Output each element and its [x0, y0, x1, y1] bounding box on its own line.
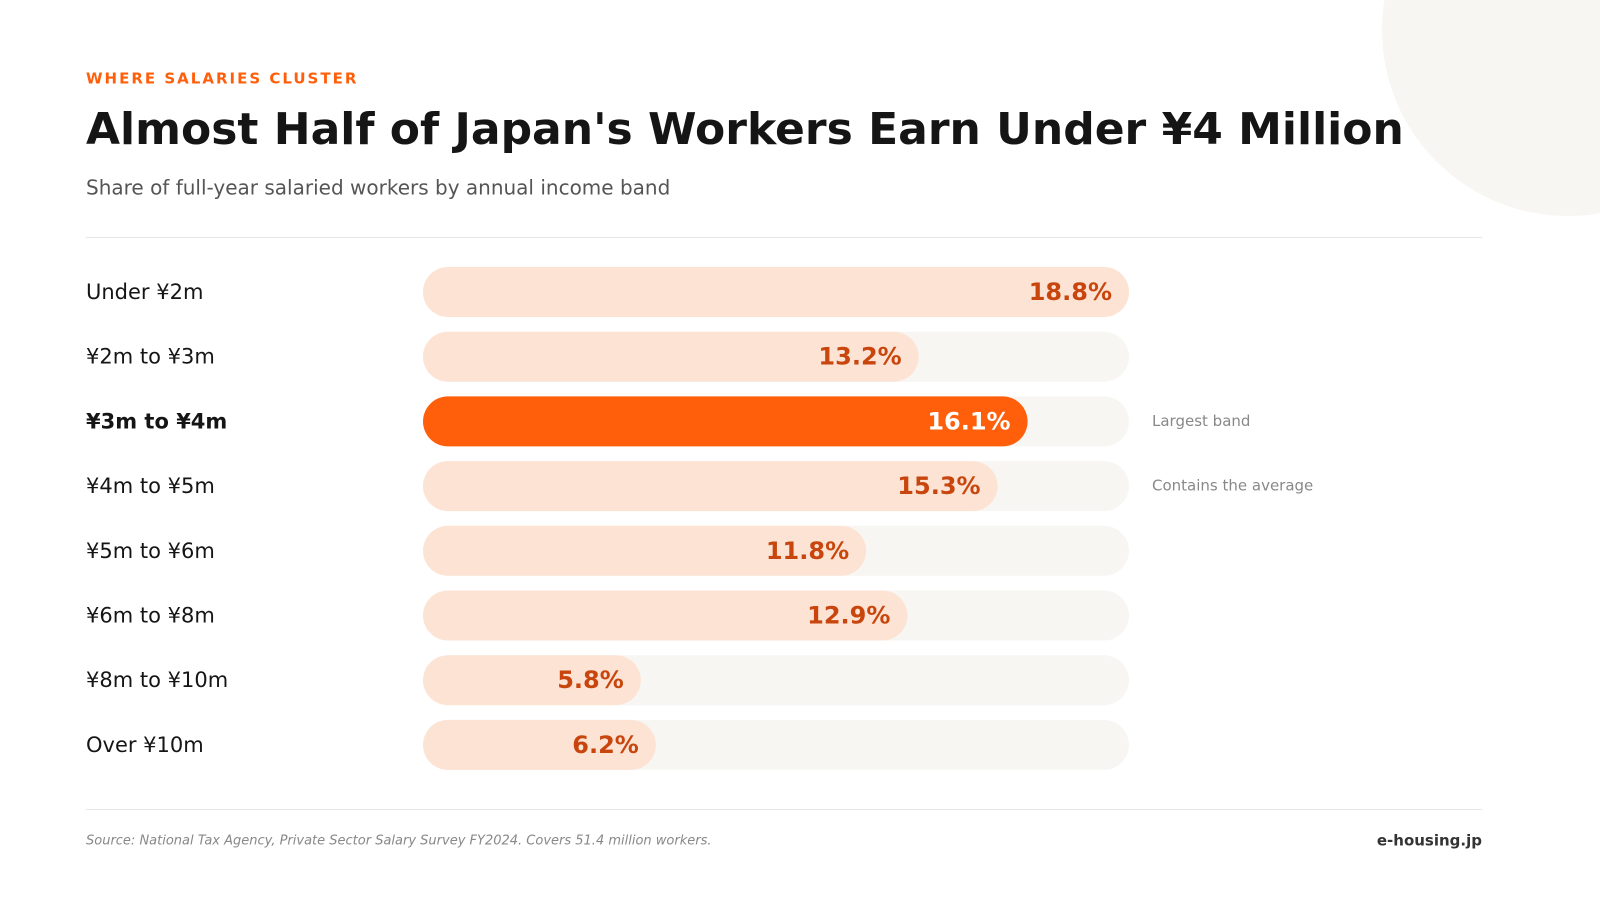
value-label: 6.2% — [572, 731, 639, 759]
bar — [423, 590, 908, 641]
value-label: 11.8% — [766, 537, 849, 565]
category-label: ¥3m to ¥4m — [86, 409, 227, 433]
value-label: 15.3% — [897, 472, 980, 500]
bar — [423, 396, 1028, 447]
kicker: WHERE SALARIES CLUSTER — [86, 70, 358, 88]
bar — [423, 655, 641, 706]
value-label: 18.8% — [1029, 278, 1112, 306]
category-label: Over ¥10m — [86, 733, 204, 757]
category-label: ¥5m to ¥6m — [86, 539, 215, 563]
category-label: Under ¥2m — [86, 280, 203, 304]
bar — [423, 461, 998, 512]
value-label: 5.8% — [557, 666, 624, 694]
category-label: ¥4m to ¥5m — [86, 474, 215, 498]
brand: e-housing.jp — [1377, 832, 1482, 850]
bar — [423, 267, 1129, 317]
annotation: Largest band — [1152, 412, 1250, 430]
category-label: ¥6m to ¥8m — [86, 604, 215, 628]
bar — [423, 525, 867, 576]
source: Source: National Tax Agency, Private Sec… — [86, 834, 712, 849]
subtitle: Share of full-year salaried workers by a… — [86, 176, 670, 200]
value-label: 16.1% — [927, 407, 1010, 435]
value-label: 12.9% — [807, 602, 890, 630]
category-label: ¥8m to ¥10m — [86, 668, 228, 692]
decor-circle — [1382, 0, 1600, 216]
annotation: Contains the average — [1152, 477, 1313, 495]
category-label: ¥2m to ¥3m — [86, 345, 215, 369]
chart-title: Almost Half of Japan's Workers Earn Unde… — [86, 104, 1404, 155]
value-label: 13.2% — [818, 343, 901, 371]
bar — [423, 331, 919, 382]
bar — [423, 719, 656, 770]
